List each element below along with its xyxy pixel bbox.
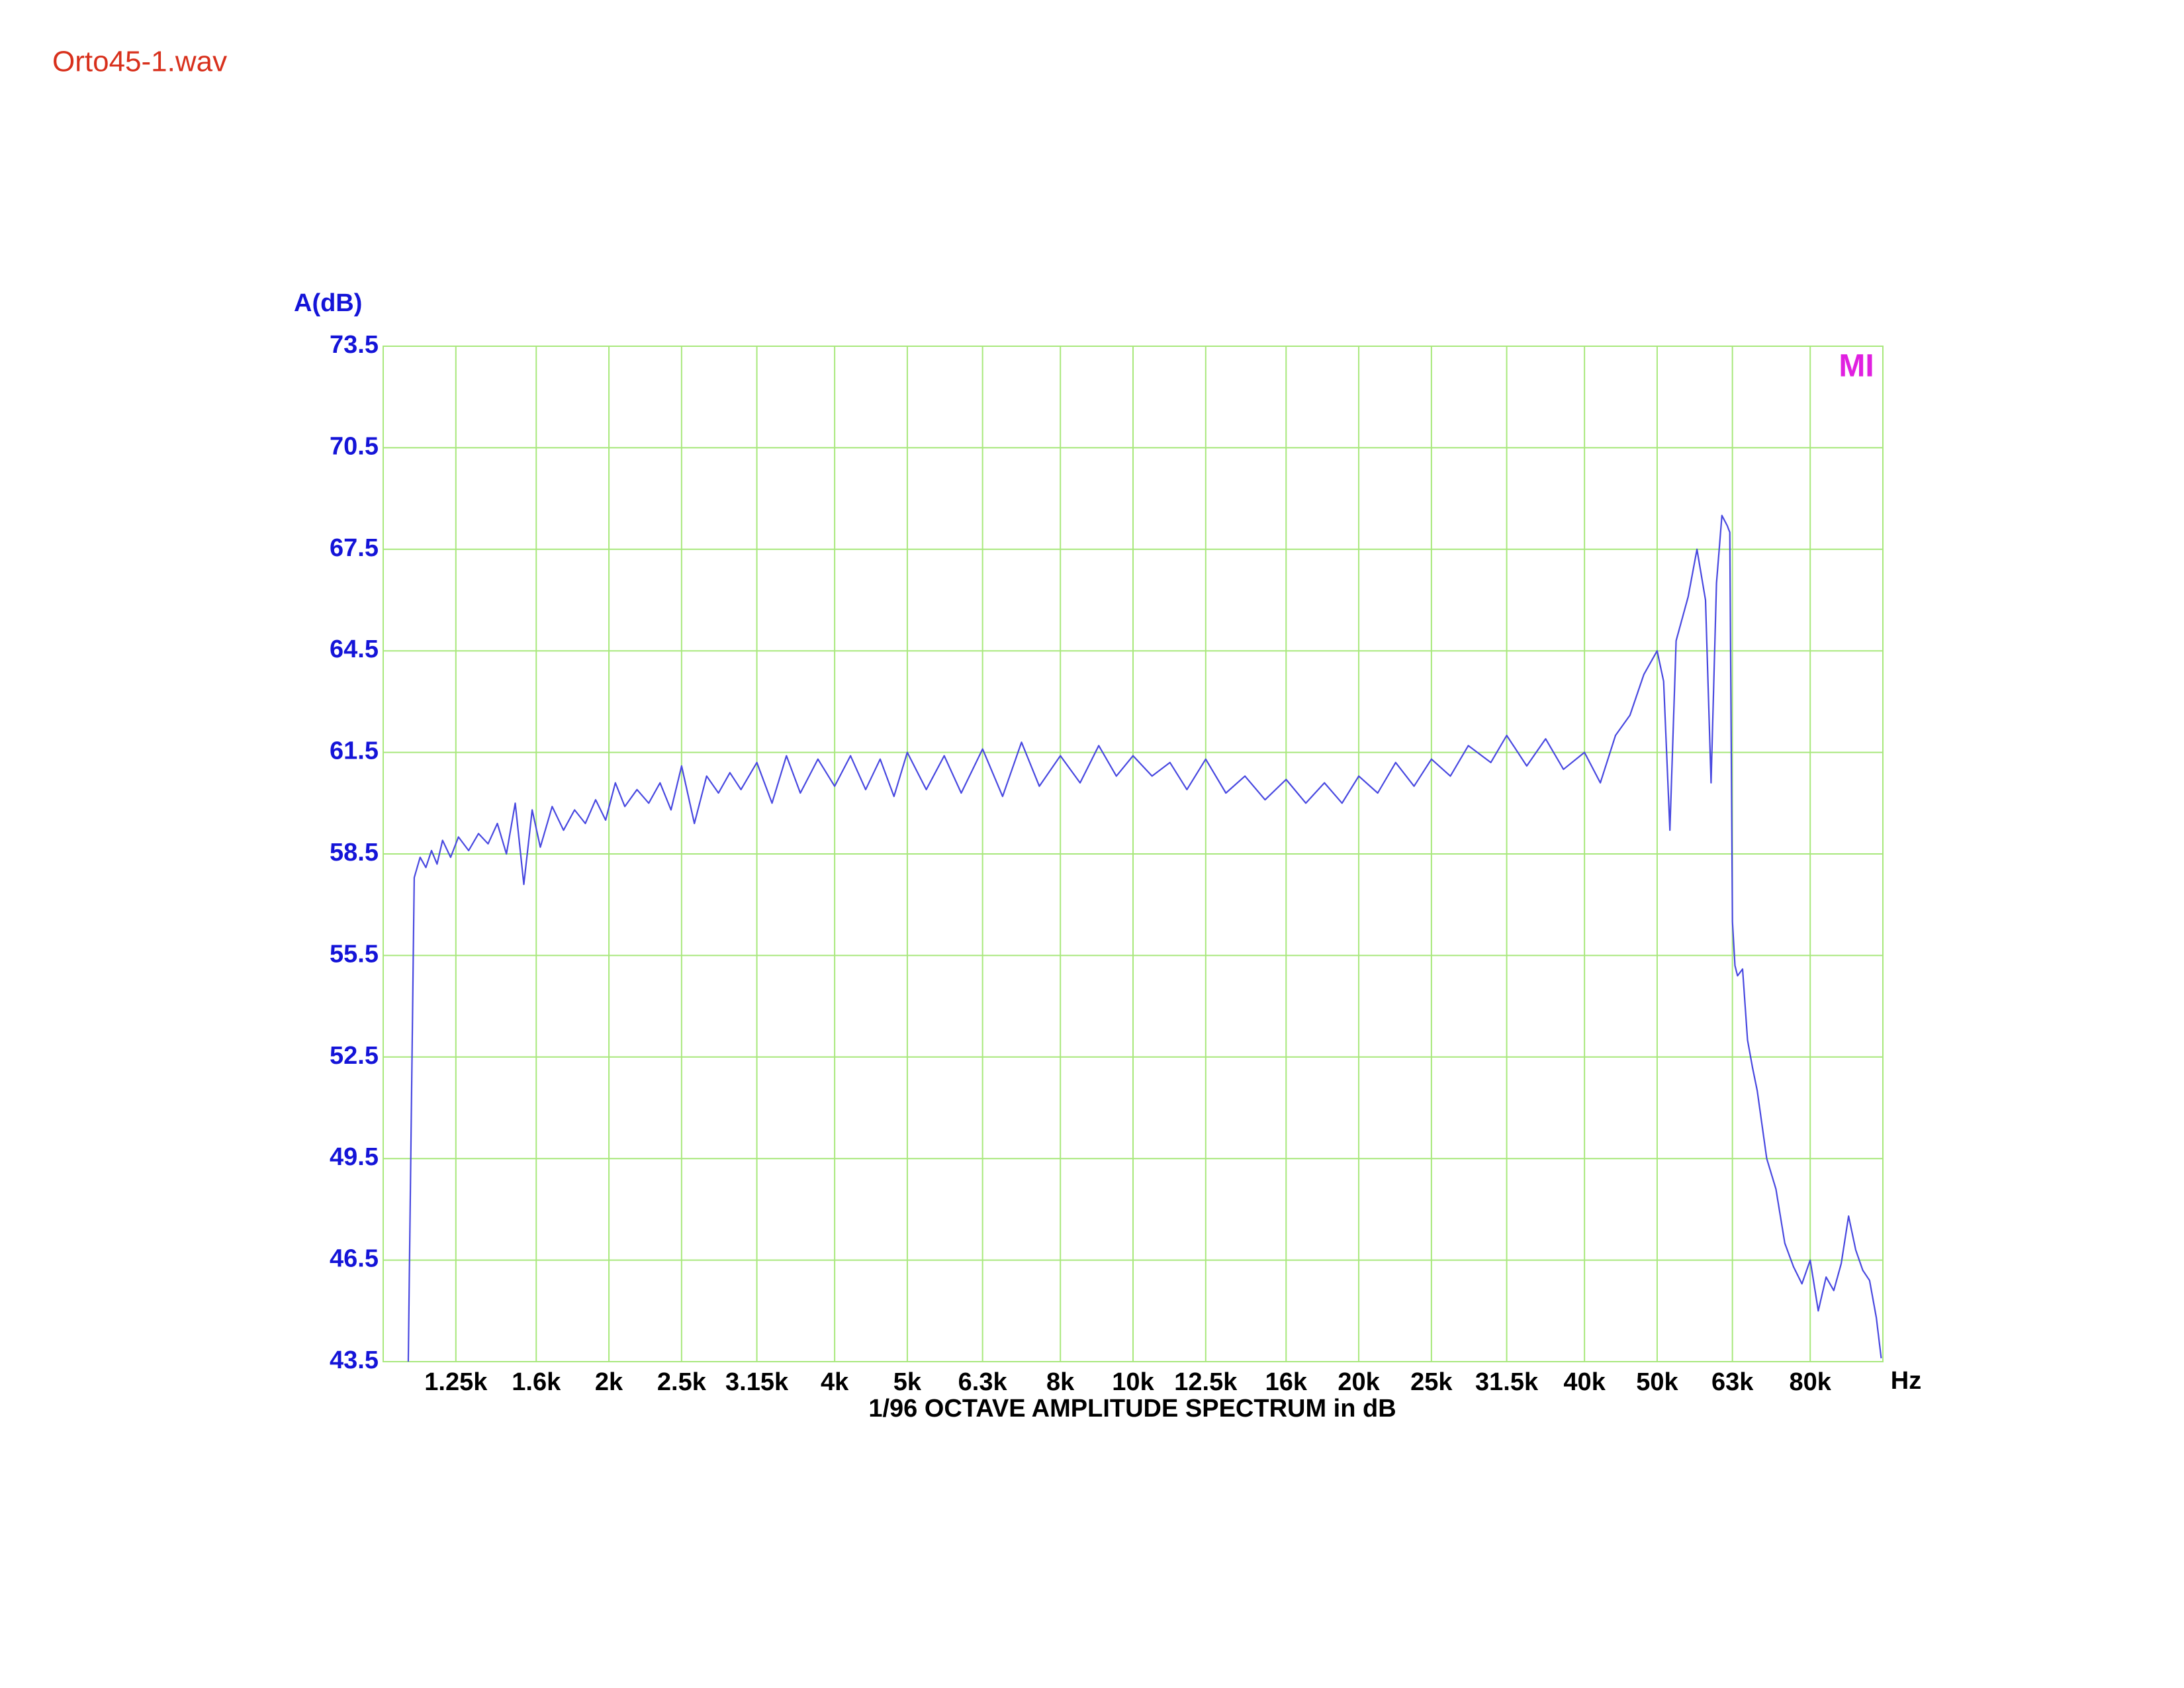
- x-axis-label: 1/96 OCTAVE AMPLITUDE SPECTRUM in dB: [868, 1395, 1396, 1423]
- y-tick-label: 64.5: [330, 635, 379, 663]
- chart-title: Orto45-1.wav: [52, 46, 227, 78]
- x-unit: Hz: [1891, 1367, 1921, 1395]
- y-tick-label: 49.5: [330, 1143, 379, 1171]
- y-tick-label: 73.5: [330, 331, 379, 359]
- x-tick-label: 5k: [893, 1368, 922, 1396]
- x-tick-label: 12.5k: [1174, 1368, 1238, 1396]
- x-tick-label: 31.5k: [1475, 1368, 1539, 1396]
- x-tick-label: 2k: [595, 1368, 623, 1396]
- y-tick-label: 55.5: [330, 940, 379, 968]
- x-tick-label: 80k: [1789, 1368, 1831, 1396]
- x-tick-label: 20k: [1338, 1368, 1380, 1396]
- y-tick-label: 61.5: [330, 737, 379, 765]
- y-axis-label: A(dB): [294, 289, 362, 317]
- x-tick-label: 16k: [1265, 1368, 1308, 1396]
- x-tick-label: 10k: [1112, 1368, 1154, 1396]
- x-tick-label: 63k: [1711, 1368, 1754, 1396]
- logo: MI: [1839, 349, 1874, 384]
- x-tick-label: 8k: [1046, 1368, 1075, 1396]
- y-tick-label: 67.5: [330, 534, 379, 562]
- x-tick-label: 2.5k: [657, 1368, 707, 1396]
- y-tick-label: 58.5: [330, 839, 379, 867]
- y-tick-label: 46.5: [330, 1245, 379, 1273]
- y-tick-label: 70.5: [330, 432, 379, 460]
- x-tick-label: 6.3k: [958, 1368, 1008, 1396]
- spectrum-line: [407, 514, 1882, 1362]
- x-tick-label: 4k: [821, 1368, 849, 1396]
- y-tick-label: 43.5: [330, 1346, 379, 1374]
- x-tick-label: 25k: [1410, 1368, 1453, 1396]
- x-tick-label: 3.15k: [725, 1368, 789, 1396]
- y-tick-label: 52.5: [330, 1042, 379, 1070]
- x-tick-label: 40k: [1563, 1368, 1606, 1396]
- x-tick-label: 1.25k: [424, 1368, 488, 1396]
- x-tick-label: 50k: [1636, 1368, 1678, 1396]
- x-tick-label: 1.6k: [512, 1368, 561, 1396]
